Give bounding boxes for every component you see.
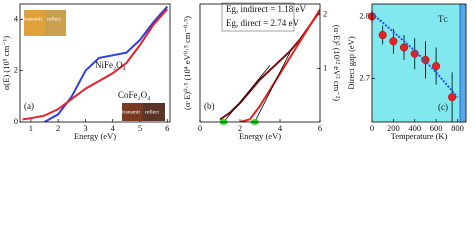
y-axis-label: Direct gap (eV) [346, 36, 356, 90]
data-line [223, 65, 271, 122]
x-tick-label: 2 [56, 123, 60, 133]
inset-label: transmit [24, 16, 42, 22]
x-tick-label: 600 [430, 123, 443, 133]
data-line [239, 8, 320, 122]
label-box [221, 2, 295, 32]
y-axis-label: (α·E)⁰·⁵ (10⁴ eV⁰·⁵ cm⁻⁰·⁵) [182, 16, 192, 110]
data-line [372, 12, 459, 98]
plot-area [372, 4, 466, 122]
data-point [378, 31, 387, 40]
x-axis-label: Energy (eV) [239, 131, 281, 141]
frame [371, 3, 467, 123]
y-tick-label: 4 [14, 13, 19, 23]
annotation: Tᴄ [438, 14, 448, 24]
x-tick-label: 2 [238, 123, 242, 133]
y2-tick-label: 1 [323, 62, 327, 72]
data-line [22, 8, 169, 121]
inset-photo [122, 103, 143, 121]
y-tick-label: 2.7 [359, 72, 370, 82]
annotation: (c) [438, 102, 448, 112]
x-tick-label: 4 [111, 123, 116, 133]
x-tick-label: 3 [83, 123, 87, 133]
y-tick-label: 2 [14, 65, 18, 75]
frame [19, 3, 171, 123]
inset-photo [143, 103, 165, 121]
x-tick-label: 6 [318, 123, 322, 133]
data-line [254, 52, 291, 122]
x-tick-label: 4 [278, 123, 283, 133]
y-tick-label: 2.8 [359, 10, 370, 20]
data-point [448, 93, 457, 102]
inset-photo [24, 10, 45, 36]
x-tick-label: 5 [138, 123, 142, 133]
annotation: Eg, direct = 2.74 eV [226, 18, 300, 28]
x-tick-label: 800 [451, 123, 464, 133]
inset-label: transmit [122, 109, 140, 115]
y2-tick-label: 2 [323, 9, 327, 19]
data-point [389, 37, 398, 46]
annotation: Eg, indirect = 1.18 eV [226, 4, 307, 14]
x-tick-label: 1 [29, 123, 33, 133]
y-tick-label: 0 [14, 116, 18, 126]
x-tick-label: 6 [165, 123, 169, 133]
data-point [432, 62, 441, 71]
x-tick-label: 400 [408, 123, 421, 133]
x-tick-label: 0 [370, 123, 374, 133]
data-point [399, 43, 409, 52]
x-tick-label: 0 [198, 123, 202, 133]
annotation: (b) [204, 101, 215, 111]
inset-label: reflect [145, 108, 160, 115]
frame [199, 3, 321, 123]
y2-axis-label: (α·E)² (10¹² eV² cm⁻²) [332, 25, 342, 101]
annotation: (a) [24, 101, 34, 111]
tc-region [460, 4, 466, 122]
data-point [421, 55, 430, 64]
x-axis-label: Energy (eV) [74, 131, 116, 141]
x-tick-label: 200 [387, 123, 400, 133]
x-axis-label: Temperature (K) [391, 131, 448, 141]
y-axis-label: α(E) (10⁵ cm⁻¹) [1, 36, 11, 90]
annotation: CoFe₂O₄ [118, 90, 150, 100]
annotation: NiFe₂O₄ [95, 60, 126, 70]
inset-label: reflect [47, 15, 62, 22]
inset-photo [45, 10, 66, 36]
